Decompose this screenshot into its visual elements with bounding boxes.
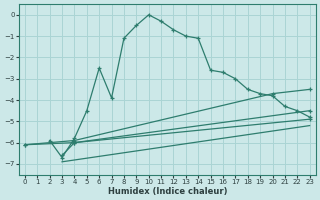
X-axis label: Humidex (Indice chaleur): Humidex (Indice chaleur) [108,187,227,196]
